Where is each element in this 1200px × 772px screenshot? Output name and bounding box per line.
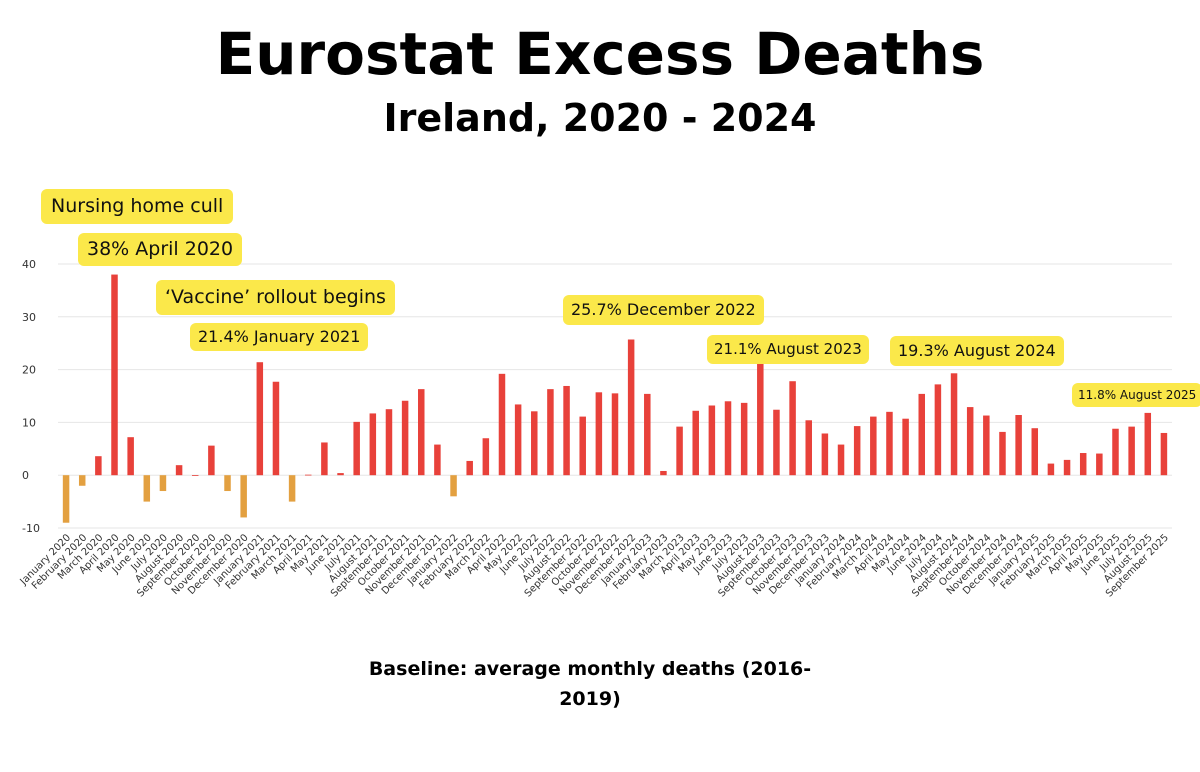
bar [191, 475, 199, 476]
bar [385, 409, 393, 476]
bar [78, 475, 86, 486]
bar [1015, 415, 1022, 476]
annotation-august-2024: 19.3% August 2024 [890, 336, 1064, 366]
bar [870, 416, 877, 476]
bar [902, 418, 909, 476]
chart-subtitle: Ireland, 2020 - 2024 [383, 96, 817, 140]
bar [644, 393, 651, 476]
bar [353, 421, 360, 476]
bar [692, 410, 699, 476]
bar [999, 431, 1006, 476]
y-tick-label: 30 [22, 311, 36, 324]
bar [918, 393, 926, 476]
bar [1031, 428, 1039, 476]
bar [401, 400, 409, 476]
bar [660, 470, 667, 476]
y-tick-label: 0 [22, 469, 29, 482]
bar [837, 444, 845, 476]
bar [418, 389, 425, 476]
bar [127, 437, 134, 476]
bar [111, 274, 118, 476]
annotation-december-2022: 25.7% December 2022 [563, 295, 764, 325]
bar [773, 409, 780, 476]
bar [1079, 453, 1087, 476]
bar [466, 460, 473, 476]
bar [563, 385, 570, 476]
bar [950, 373, 958, 476]
chart-title: Eurostat Excess Deaths [215, 20, 985, 88]
annotation-august-2023: 21.1% August 2023 [707, 335, 869, 364]
bar [272, 381, 280, 476]
bar [337, 473, 344, 476]
y-tick-label: -10 [22, 522, 40, 535]
bar [159, 475, 167, 492]
bar [434, 444, 441, 476]
bar [304, 474, 312, 476]
bar [1144, 412, 1152, 476]
bar [740, 402, 748, 476]
bar [724, 401, 732, 476]
bar [224, 475, 231, 492]
bar [1063, 459, 1071, 476]
baseline-note: Baseline: average monthly deaths (2016-2… [368, 658, 812, 710]
bar [579, 416, 586, 476]
bar [514, 404, 522, 476]
bar [498, 373, 506, 476]
bar [256, 362, 264, 476]
bar [676, 426, 683, 476]
bar [1112, 428, 1119, 476]
bar [611, 393, 619, 476]
annotation-april-2020: 38% April 2020 [78, 233, 243, 266]
bar [288, 475, 296, 502]
bar [143, 475, 151, 502]
bar [531, 411, 538, 476]
bar [886, 411, 893, 476]
bar [62, 475, 70, 523]
bar [1160, 432, 1168, 476]
bar [757, 363, 764, 476]
bar [369, 413, 377, 476]
bar [95, 456, 102, 476]
bar [708, 405, 716, 476]
bar [450, 475, 457, 497]
annotation-vaccine-rollout: ‘Vaccine’ rollout begins [156, 280, 395, 315]
bar [627, 339, 635, 476]
bar [805, 420, 812, 476]
bar [821, 433, 829, 476]
annotation-nursing-home-cull: Nursing home cull [41, 189, 234, 224]
annotation-august-2025: 11.8% August 2025 [1072, 383, 1200, 407]
bar [175, 465, 183, 476]
bar [983, 415, 990, 476]
y-tick-label: 20 [22, 364, 36, 377]
bar [595, 392, 603, 476]
bar [789, 381, 796, 476]
bar [1047, 463, 1055, 476]
y-tick-label: 40 [22, 258, 36, 271]
y-tick-label: 10 [22, 416, 36, 429]
bar [853, 426, 861, 476]
bar [240, 475, 247, 518]
bar [1128, 426, 1135, 476]
bar [321, 442, 328, 476]
bar [482, 438, 490, 476]
bar [934, 384, 942, 476]
bar [208, 445, 215, 476]
bar [547, 389, 554, 476]
bar [1096, 453, 1103, 476]
annotation-january-2021: 21.4% January 2021 [190, 323, 369, 351]
bar [966, 407, 974, 476]
